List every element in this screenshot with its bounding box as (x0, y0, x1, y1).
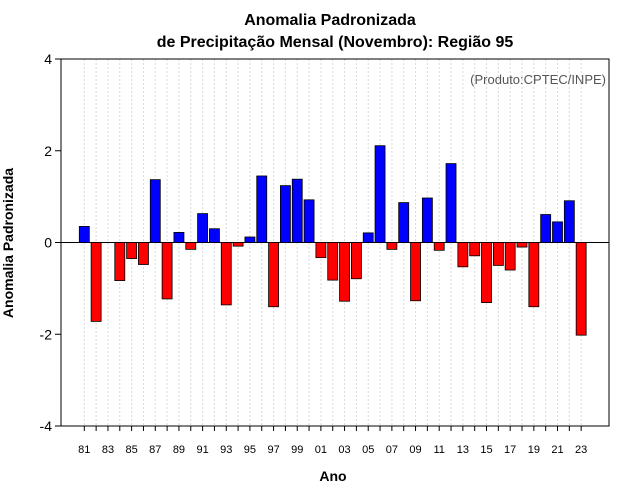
bar-2019 (528, 242, 540, 308)
bar-2020 (540, 214, 552, 243)
bar-2013 (457, 242, 469, 268)
chart-title-line2: de Precipitação Mensal (Novembro): Regiã… (157, 34, 514, 51)
bar-2006 (374, 145, 386, 243)
bar-2012 (445, 163, 457, 243)
bar-1996 (256, 175, 268, 243)
y-tick-label: -2 (40, 326, 53, 342)
bar-1995 (244, 236, 256, 243)
x-tick-label: 03 (338, 444, 350, 456)
x-tick-label: 13 (457, 444, 469, 456)
bar-2015 (481, 242, 492, 303)
x-tick-label: 87 (149, 444, 161, 456)
credit-text: (Produto:CPTEC/INPE) (470, 72, 606, 87)
bar-1992 (209, 228, 220, 243)
y-tick-label: 2 (44, 143, 52, 159)
bar-2014 (469, 242, 481, 257)
bar-2017 (504, 242, 516, 271)
x-tick-label: 95 (244, 444, 256, 456)
x-axis-label: Ano (319, 468, 346, 484)
bar-1997 (268, 242, 279, 308)
bar-2000 (303, 199, 315, 243)
bar-1987 (149, 179, 161, 243)
x-tick-label: 17 (504, 444, 516, 456)
bar-1993 (220, 242, 232, 306)
bar-1984 (114, 242, 126, 281)
x-tick-label: 83 (102, 444, 114, 456)
x-tick-label: 09 (409, 444, 421, 456)
bar-2001 (315, 242, 327, 259)
bar-2002 (327, 242, 339, 281)
x-tick-label: 91 (196, 444, 208, 456)
bar-1998 (280, 185, 291, 243)
bar-1999 (291, 178, 303, 243)
x-tick-label: 01 (315, 444, 327, 456)
x-tick-label: 21 (551, 444, 563, 456)
x-tick-label: 97 (267, 444, 279, 456)
bar-1985 (126, 242, 138, 259)
bar-1989 (173, 232, 185, 243)
bar-1982 (90, 242, 102, 322)
x-axis: 81 83 85 87 89 91 93 95 97 99 01 03 05 07 09 11 13 15 17 19… (78, 426, 587, 456)
y-tick-label: -4 (40, 418, 53, 434)
vertical-grid (83, 59, 582, 426)
bar-1991 (197, 213, 209, 243)
x-tick-label: 81 (78, 444, 90, 456)
x-tick-label: 23 (575, 444, 587, 456)
bar-2022 (563, 200, 575, 243)
x-tick-label: 19 (528, 444, 540, 456)
bar-2021 (552, 221, 563, 243)
bar-1988 (161, 242, 173, 300)
bar-2018 (516, 242, 528, 248)
bar-2009 (410, 242, 421, 302)
bar-2010 (421, 197, 433, 243)
y-tick-label: 4 (44, 51, 52, 67)
y-axis: -4 -2 0 2 4 (40, 51, 61, 434)
bar-2011 (433, 242, 445, 251)
bar-1994 (232, 242, 244, 247)
y-tick-label: 0 (44, 235, 52, 251)
x-tick-label: 07 (386, 444, 398, 456)
bar-2003 (339, 242, 350, 302)
bar-2016 (492, 242, 504, 266)
x-tick-label: 93 (220, 444, 232, 456)
y-axis-label: Anomalia Padronizada (0, 168, 16, 318)
bar-1986 (138, 242, 149, 265)
bar-2004 (350, 242, 362, 280)
x-tick-label: 05 (362, 444, 374, 456)
bar-2008 (398, 202, 410, 243)
x-tick-label: 99 (291, 444, 303, 456)
chart-title-line1: Anomalia Padronizada (244, 12, 416, 29)
bar-1981 (78, 226, 90, 243)
bar-2023 (575, 242, 587, 336)
bar-2007 (386, 242, 398, 250)
x-tick-label: 89 (173, 444, 185, 456)
bars (78, 145, 587, 336)
x-tick-label: 11 (433, 444, 444, 456)
x-tick-label: 85 (125, 444, 137, 456)
bar-1990 (185, 242, 197, 250)
x-tick-label: 15 (480, 444, 492, 456)
bar-2005 (362, 232, 374, 243)
